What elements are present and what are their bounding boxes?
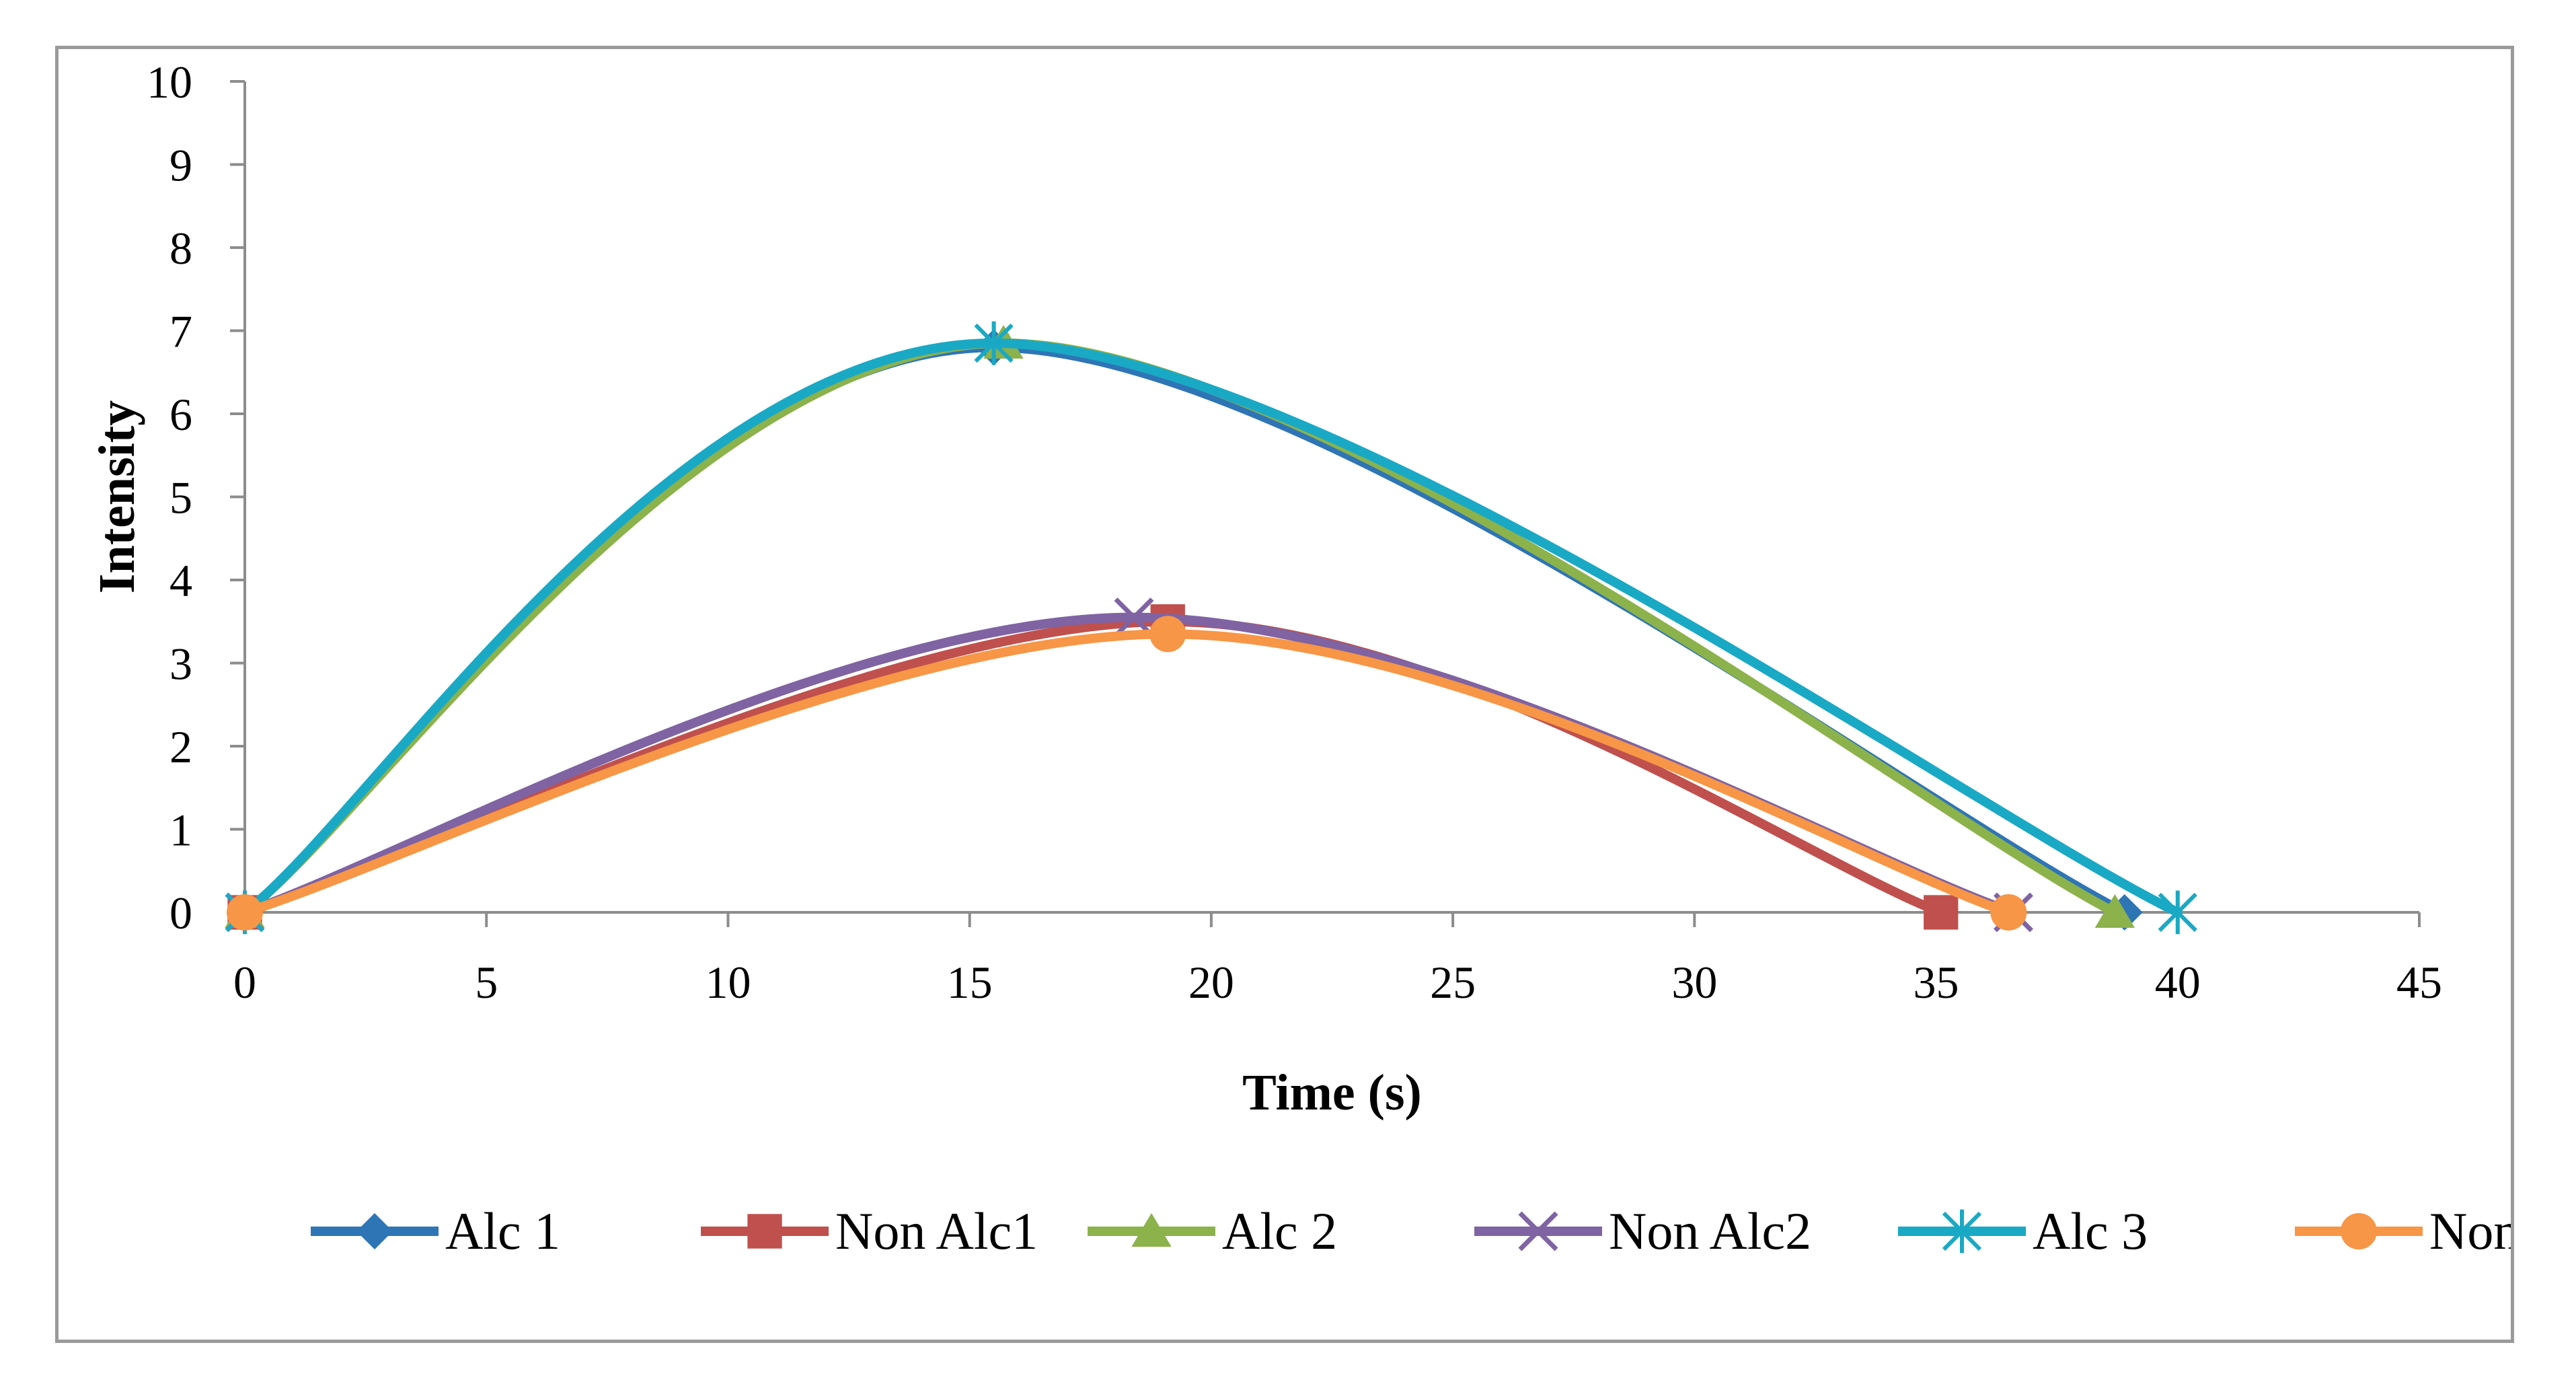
series-line: [240, 338, 2183, 917]
data-point-circle: [1990, 894, 2027, 931]
x-tick-label: 15: [947, 957, 993, 1008]
legend-marker-x-stroke: [1518, 1211, 1558, 1251]
x-tick-label: 10: [705, 957, 751, 1008]
y-tick-label: 2: [169, 721, 192, 772]
data-point-asterisk: [974, 321, 1014, 365]
x-tick-label: 25: [1430, 957, 1476, 1008]
series-non-alc-3: [227, 616, 2027, 931]
y-tick-label: 10: [147, 57, 192, 108]
legend-marker-square: [747, 1214, 782, 1249]
data-point-circle: [1149, 616, 1186, 653]
y-tick-label: 4: [169, 555, 192, 606]
legend-marker-asterisk: [1942, 1209, 1982, 1253]
data-point-asterisk: [2158, 890, 2197, 935]
legend-item: Alc 1: [311, 1202, 560, 1260]
y-tick-label: 7: [169, 306, 192, 357]
x-tick-label: 40: [2155, 957, 2201, 1008]
legend-label: Non Alc 3: [2429, 1202, 2511, 1260]
series-layer: [225, 321, 2197, 935]
legend-label: Alc 2: [1222, 1202, 1337, 1260]
x-tick-label: 5: [475, 957, 498, 1008]
x-axis-title: Time (s): [1242, 1064, 1422, 1121]
y-tick-label: 5: [169, 472, 192, 523]
data-point-x: [1114, 597, 1154, 638]
legend-marker-diamond: [356, 1213, 393, 1249]
x-tick-label: 45: [2396, 957, 2442, 1008]
legend-label: Alc 1: [445, 1202, 560, 1260]
y-tick-label: 3: [169, 639, 192, 690]
legend-marker-x: [1518, 1211, 1558, 1251]
x-tick-label: 0: [233, 957, 256, 1008]
data-point-x-stroke: [1114, 597, 1154, 638]
x-tick-label: 35: [1914, 957, 1959, 1008]
y-axis-title: Intensity: [89, 400, 145, 593]
legend-label: Alc 3: [2033, 1202, 2148, 1260]
legend-item: Non Alc1: [701, 1202, 1038, 1260]
y-tick-label: 1: [169, 805, 192, 856]
x-tick-label: 20: [1188, 957, 1234, 1008]
legend-marker-triangle: [1131, 1213, 1172, 1247]
legend: Alc 1 Non Alc1 Alc 2 Non Alc2 Alc 3 Non Alc 3: [311, 1202, 2511, 1260]
y-tick-label: 8: [169, 223, 192, 274]
data-point-circle: [227, 894, 263, 931]
data-point-square: [1924, 895, 1959, 930]
legend-label: Non Alc2: [1609, 1202, 1811, 1260]
x-tick-label: 30: [1671, 957, 1717, 1008]
legend-item: Alc 2: [1088, 1202, 1337, 1260]
chart-frame: 0 1 2 3 4 5 6 7 8 9 10 0 5 10 15 20 25 30 35 40 45 Time (s) …: [55, 46, 2514, 1343]
legend-item: Non Alc2: [1474, 1202, 1811, 1260]
legend-label: Non Alc1: [835, 1202, 1038, 1260]
legend-item: Alc 3: [1898, 1202, 2148, 1260]
y-tick-label: 0: [169, 887, 192, 939]
y-tick-label: 9: [169, 140, 192, 191]
data-point-triangle: [2094, 894, 2135, 928]
legend-marker-circle: [2341, 1213, 2377, 1249]
y-tick-label: 6: [169, 389, 192, 440]
legend-item: Non Alc 3: [2295, 1202, 2511, 1260]
